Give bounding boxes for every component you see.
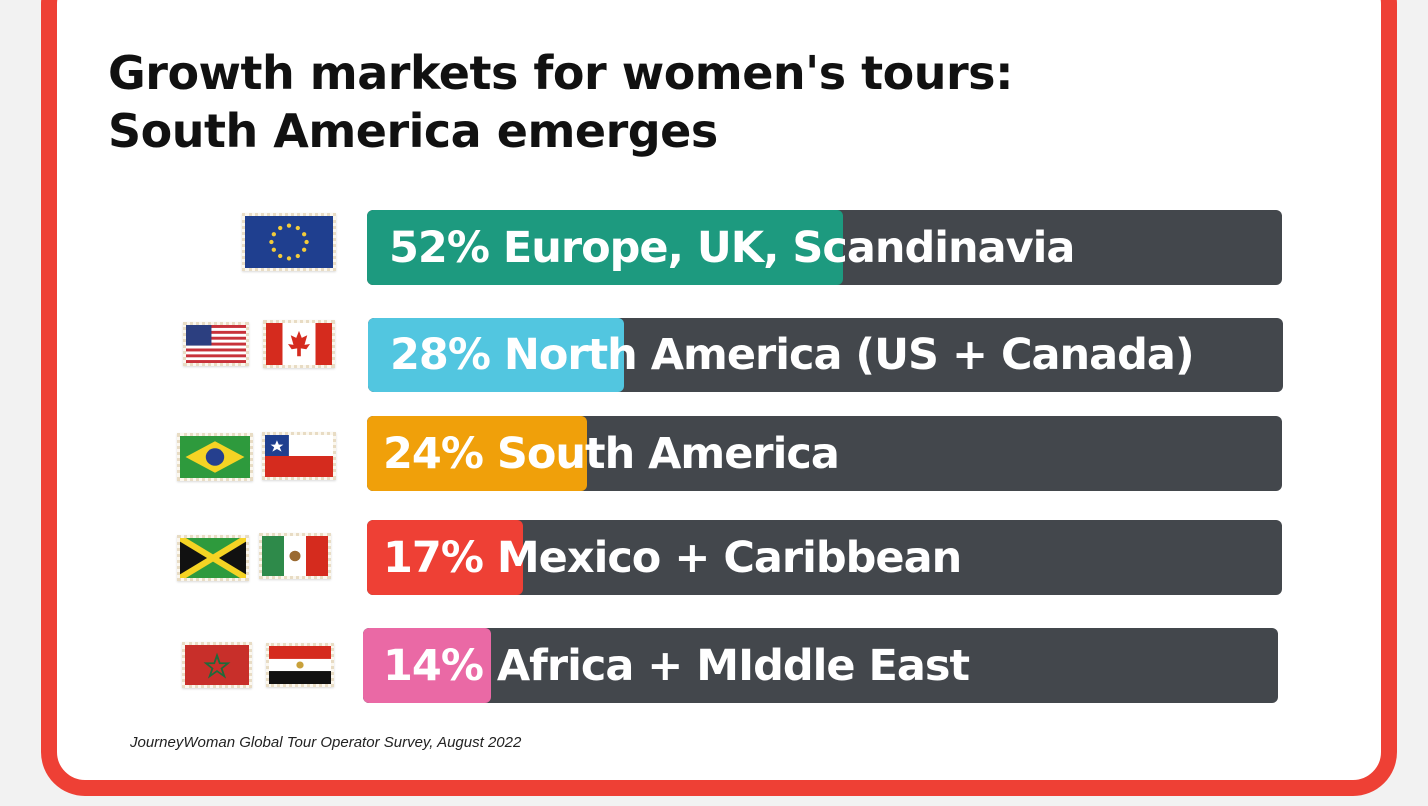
bar-mexico-caribbean	[367, 520, 523, 595]
source-note: JourneyWoman Global Tour Operator Survey…	[130, 734, 522, 751]
bar-south-america	[367, 416, 587, 491]
eu-flag-icon	[242, 213, 336, 271]
morocco-flag-icon	[182, 642, 252, 688]
mexico-flag-icon	[259, 533, 331, 579]
bar-track: 24% South America	[367, 416, 1282, 491]
title-line-1: Growth markets for women's tours:	[108, 46, 1013, 100]
bar-track: 14% Africa + MIddle East	[363, 628, 1278, 703]
canada-flag-icon	[263, 320, 335, 368]
us-flag-icon	[183, 322, 249, 366]
bar-north-america	[368, 318, 625, 392]
jamaica-flag-icon	[177, 535, 249, 581]
bar-label-south-america: 24% South America	[383, 428, 840, 479]
bar-track: 17% Mexico + Caribbean	[367, 520, 1282, 595]
brazil-flag-icon	[177, 433, 253, 481]
bar-row-africa-middle-east: 14% Africa + MIddle East	[363, 628, 1278, 703]
chart-title: Growth markets for women's tours: South …	[108, 44, 1013, 160]
bar-track: 52% Europe, UK, Scandinavia	[367, 210, 1282, 285]
bar-row-mexico-caribbean: 17% Mexico + Caribbean	[367, 520, 1282, 595]
chile-flag-icon	[262, 432, 336, 480]
bar-row-europe: 52% Europe, UK, Scandinavia	[367, 210, 1282, 285]
bar-europe	[367, 210, 843, 285]
bar-label-north-america: 28% North America (US + Canada)	[390, 330, 1195, 380]
bar-row-north-america: 28% North America (US + Canada)	[368, 318, 1283, 392]
egypt-flag-icon	[266, 643, 334, 687]
bar-row-south-america: 24% South America	[367, 416, 1282, 491]
bar-label-europe: 52% Europe, UK, Scandinavia	[389, 222, 1075, 273]
bar-label-africa-middle-east: 14% Africa + MIddle East	[383, 640, 970, 691]
bar-track: 28% North America (US + Canada)	[368, 318, 1283, 392]
title-line-2: South America emerges	[108, 104, 718, 158]
bar-africa-middle-east	[363, 628, 492, 703]
bar-label-mexico-caribbean: 17% Mexico + Caribbean	[383, 532, 962, 583]
